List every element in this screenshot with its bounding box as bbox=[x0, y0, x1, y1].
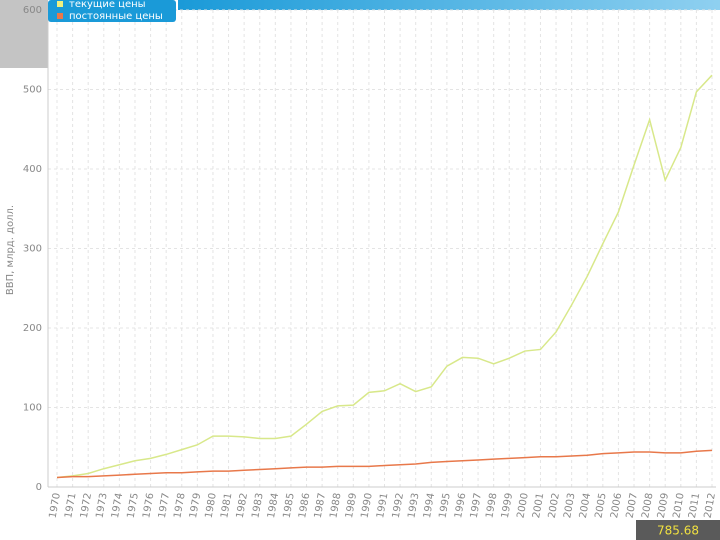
annotation: 785.68 bbox=[657, 524, 699, 538]
x-tick-label: 2004 bbox=[578, 492, 593, 519]
y-tick-label: 400 bbox=[23, 164, 42, 175]
x-tick-label: 1982 bbox=[235, 492, 250, 519]
x-tick-label: 2005 bbox=[593, 492, 608, 519]
x-tick-label: 1984 bbox=[266, 492, 281, 519]
x-tick-label: 2010 bbox=[671, 492, 686, 519]
y-tick-label: 200 bbox=[23, 323, 42, 334]
x-tick-label: 1987 bbox=[313, 492, 328, 519]
x-tick-label: 1972 bbox=[79, 492, 94, 519]
corner-block bbox=[0, 0, 48, 68]
top-bar bbox=[178, 0, 720, 10]
x-tick-label: 1999 bbox=[500, 492, 515, 519]
x-tick-label: 2008 bbox=[640, 492, 655, 519]
x-tick-label: 2003 bbox=[562, 492, 577, 519]
x-tick-label: 1985 bbox=[282, 492, 297, 519]
x-tick-label: 1976 bbox=[141, 492, 156, 519]
legend-swatch bbox=[57, 1, 63, 7]
x-tick-label: 1979 bbox=[188, 492, 203, 519]
x-tick-label: 2002 bbox=[547, 492, 562, 519]
x-tick-label: 1996 bbox=[453, 492, 468, 519]
legend-label: постоянные цены bbox=[69, 11, 163, 22]
x-tick-label: 1970 bbox=[48, 492, 63, 519]
y-tick-label: 500 bbox=[23, 85, 42, 96]
series-line bbox=[56, 449, 713, 479]
legend-swatch bbox=[57, 13, 63, 19]
annotation-box bbox=[636, 520, 720, 540]
x-tick-label: 1991 bbox=[375, 492, 390, 519]
y-tick-label: 300 bbox=[23, 244, 42, 255]
x-tick-label: 2001 bbox=[531, 492, 546, 519]
x-tick-label: 1983 bbox=[250, 492, 265, 519]
x-tick-label: 1997 bbox=[469, 492, 484, 519]
x-tick-label: 2011 bbox=[687, 492, 702, 519]
x-tick-label: 2006 bbox=[609, 492, 624, 519]
series-line bbox=[56, 74, 713, 479]
x-tick-label: 2000 bbox=[516, 492, 531, 519]
x-tick-label: 2009 bbox=[656, 492, 671, 519]
x-tick-label: 1988 bbox=[328, 492, 343, 519]
x-tick-label: 1986 bbox=[297, 492, 312, 519]
x-tick-label: 2012 bbox=[703, 492, 718, 519]
y-tick-label: 100 bbox=[23, 403, 42, 414]
x-tick-label: 1974 bbox=[110, 492, 125, 519]
legend-label: текущие цены bbox=[69, 0, 146, 10]
x-tick-label: 1975 bbox=[126, 492, 141, 519]
x-tick-label: 1998 bbox=[484, 492, 499, 519]
y-tick-label: 0 bbox=[36, 482, 42, 493]
x-tick-label: 1977 bbox=[157, 492, 172, 519]
x-tick-label: 1981 bbox=[219, 492, 234, 519]
x-tick-label: 1973 bbox=[94, 492, 109, 519]
y-axis-label: ВВП, млрд. долл. bbox=[5, 205, 16, 295]
x-tick-label: 1989 bbox=[344, 492, 359, 519]
x-tick-label: 1980 bbox=[204, 492, 219, 519]
x-tick-label: 1978 bbox=[172, 492, 187, 519]
y-tick-label: 600 bbox=[23, 5, 42, 16]
x-tick-label: 1971 bbox=[63, 492, 78, 519]
x-tick-label: 1994 bbox=[422, 492, 437, 519]
x-tick-label: 1993 bbox=[406, 492, 421, 519]
x-tick-label: 2007 bbox=[625, 492, 640, 519]
legend-box bbox=[48, 0, 176, 22]
x-tick-label: 1990 bbox=[360, 492, 375, 519]
x-tick-label: 1992 bbox=[391, 492, 406, 519]
x-tick-label: 1995 bbox=[438, 492, 453, 519]
